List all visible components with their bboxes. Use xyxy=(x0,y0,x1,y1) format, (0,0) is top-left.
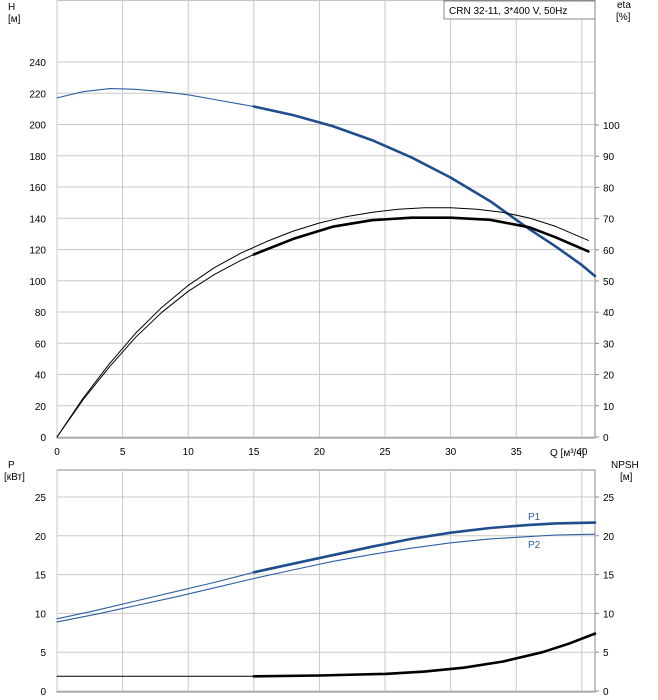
top-y-tick-label: 100 xyxy=(29,277,46,288)
top-y2-tick-label: 0 xyxy=(603,433,609,444)
top-y-tick-label: 240 xyxy=(29,58,46,69)
top-y2-tick-label: 80 xyxy=(603,183,615,194)
top-y2-tick-label: 100 xyxy=(603,121,620,132)
top-y-tick-label: 20 xyxy=(35,402,47,413)
bottom-y-tick-label: 0 xyxy=(40,687,46,698)
bottom-y-tick-label: 15 xyxy=(35,571,47,582)
top-x-tick-label: 0 xyxy=(54,447,60,458)
top-y2-label-2: [%] xyxy=(616,12,631,23)
top-y-tick-label: 60 xyxy=(35,339,47,350)
bottom-y2-tick-label: 20 xyxy=(603,532,615,543)
bottom-y-label-1: P xyxy=(8,460,15,471)
top-x-tick-labels: 0 5 10 15 20 25 30 35 40 xyxy=(54,447,588,458)
top-y2-tick-label: 40 xyxy=(603,308,615,319)
top-y-tick-label: 120 xyxy=(29,246,46,257)
bottom-y-tick-label: 10 xyxy=(35,609,47,620)
bottom-series-line-0 xyxy=(56,571,255,620)
top-series-line-3 xyxy=(56,254,255,438)
bottom-series-line-2 xyxy=(56,533,596,623)
bottom-plot-frame xyxy=(56,469,596,693)
top-y2-tick-label: 70 xyxy=(603,215,615,226)
top-y-tick-label: 0 xyxy=(40,433,46,444)
top-y-tick-label: 80 xyxy=(35,308,47,319)
top-y2-tick-label: 90 xyxy=(603,152,615,163)
top-plot-frame xyxy=(56,0,596,439)
top-x-tick-label: 15 xyxy=(248,447,260,458)
top-x-tick-label: 10 xyxy=(183,447,195,458)
top-y2-label-1: eta xyxy=(617,0,631,11)
top-y2-tick-label: 60 xyxy=(603,246,615,257)
top-y2-tick-label: 50 xyxy=(603,277,615,288)
top-x-tick-label: 40 xyxy=(576,447,588,458)
top-series-line-1 xyxy=(252,105,597,278)
top-x-label: Q [м³/ч] xyxy=(550,448,585,459)
top-y2-tick-label: 20 xyxy=(603,371,615,382)
top-y-tick-label: 220 xyxy=(29,89,46,100)
bottom-y-tick-labels: 0 5 10 15 20 25 xyxy=(35,493,47,698)
top-y-label-2: [м] xyxy=(8,14,21,25)
top-y2-tick-label: 30 xyxy=(603,339,615,350)
bottom-y-tick-label: 25 xyxy=(35,493,47,504)
bottom-y2-tick-label: 5 xyxy=(603,648,609,659)
top-x-tick-label: 20 xyxy=(314,447,326,458)
top-panel: 0 5 10 15 20 25 30 35 40 02040608010012014016018… xyxy=(8,0,631,459)
bottom-y2-tick-label: 10 xyxy=(603,609,615,620)
top-y-tick-labels: 0 20 40 60 80 100 120 140 160 180 200 220 240 xyxy=(29,58,46,444)
bottom-curves xyxy=(56,521,597,678)
top-y2-tick-label: 10 xyxy=(603,402,615,413)
top-x-tick-label: 30 xyxy=(445,447,457,458)
bottom-y2-tick-label: 15 xyxy=(603,571,615,582)
bottom-y-label-2: [кВт] xyxy=(4,472,25,483)
legend-box-text: CRN 32-11, 3*400 V, 50Hz xyxy=(449,6,567,17)
top-grid xyxy=(56,0,595,438)
bottom-y-tick-label: 5 xyxy=(40,648,46,659)
top-y-tick-label: 200 xyxy=(29,121,46,132)
bottom-series-line-4 xyxy=(252,632,597,678)
bottom-y-tick-label: 20 xyxy=(35,532,47,543)
bottom-y2-tick-label: 25 xyxy=(603,493,615,504)
top-series-line-2 xyxy=(56,207,589,438)
top-y-tick-label: 160 xyxy=(29,183,46,194)
top-series-line-0 xyxy=(56,88,255,108)
top-y-tick-label: 180 xyxy=(29,152,46,163)
bottom-y2-tick-label: 0 xyxy=(603,687,609,698)
top-x-tick-label: 25 xyxy=(379,447,391,458)
top-x-tick-label: 35 xyxy=(511,447,523,458)
top-y-tick-label: 40 xyxy=(35,371,47,382)
series-label-p2: P2 xyxy=(528,540,541,551)
top-curves xyxy=(56,88,597,438)
bottom-y2-tick-labels: 0 5 10 15 20 25 xyxy=(595,493,615,698)
top-y-label-1: H xyxy=(8,2,15,13)
bottom-y2-label-2: [м] xyxy=(620,472,633,483)
top-series-line-4 xyxy=(252,216,590,256)
bottom-grid xyxy=(56,470,595,692)
bottom-y2-label-1: NPSH xyxy=(611,460,639,471)
bottom-series-line-1 xyxy=(252,521,597,574)
series-label-p1: P1 xyxy=(528,512,541,523)
legend-box xyxy=(443,0,596,20)
top-y2-tick-labels: 0 10 20 30 40 50 60 70 80 90 100 xyxy=(595,121,620,444)
top-y-tick-label: 140 xyxy=(29,214,46,225)
top-x-tick-label: 5 xyxy=(120,447,126,458)
bottom-panel: 0 5 10 15 20 25 0 5 10 15 20 25 P [кВт] NPSH [м] P… xyxy=(4,460,639,698)
